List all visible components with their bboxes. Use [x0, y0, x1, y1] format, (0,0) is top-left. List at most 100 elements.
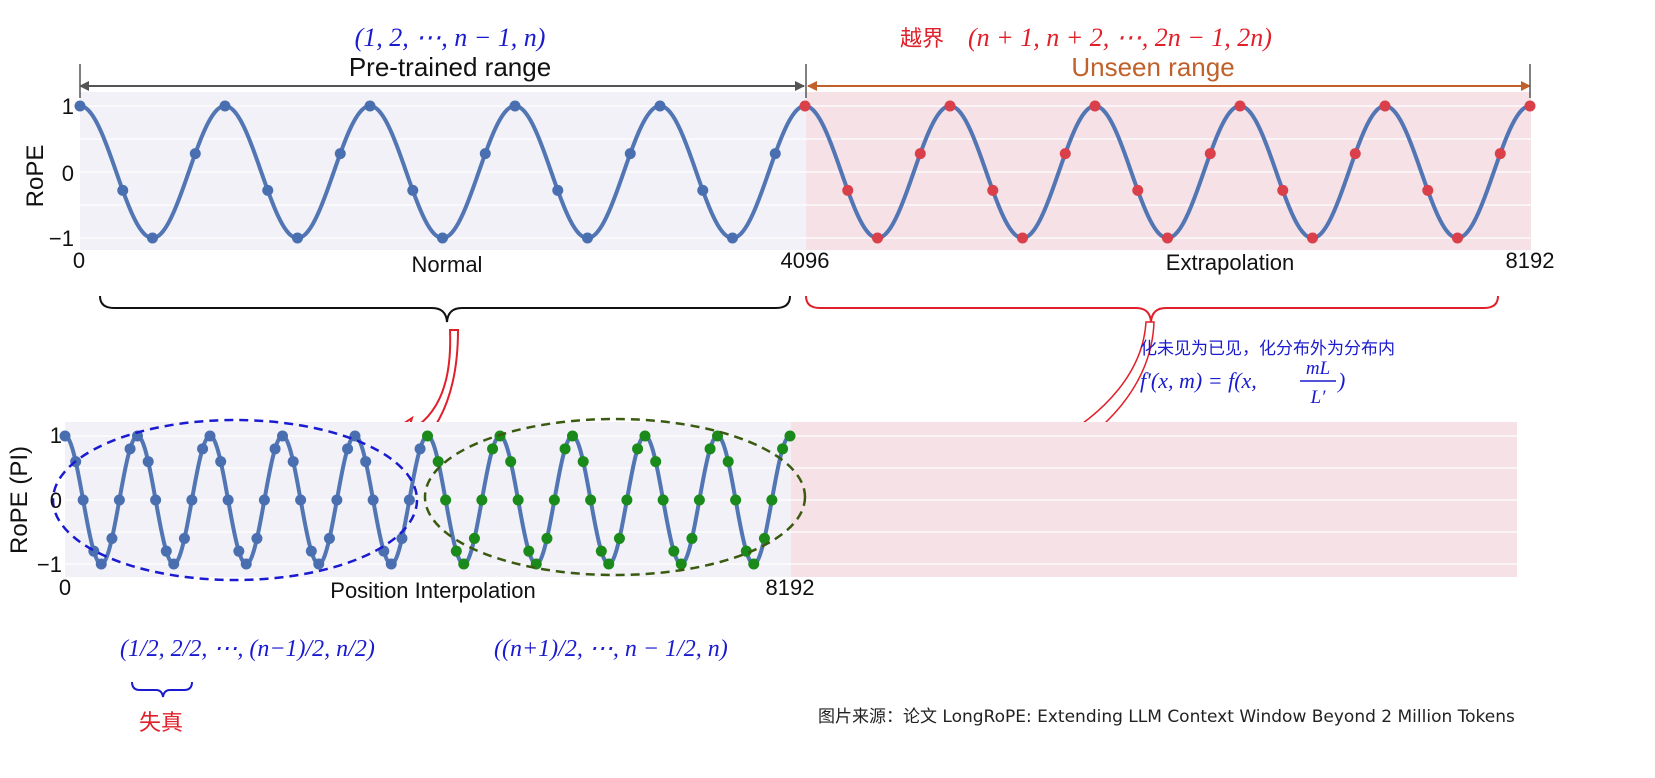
sample-point — [1422, 184, 1434, 196]
sample-point — [269, 443, 281, 455]
sample-point — [342, 443, 354, 455]
sample-point — [1162, 232, 1173, 244]
sample-point — [147, 232, 158, 244]
interpolation-formulas: (1/2, 2/2, ⋯, (n−1)/2, n/2) 失真 ((n+1)/2,… — [120, 636, 728, 736]
seq-formula: (1, 2, ⋯, n − 1, n) — [355, 23, 546, 52]
sample-point — [251, 532, 263, 544]
bottom-ytick-0: 0 — [50, 488, 62, 513]
normal-brace — [99, 295, 791, 323]
sample-point — [1524, 100, 1536, 112]
normal-label: Normal — [412, 252, 483, 277]
sample-point — [106, 532, 118, 544]
sample-point — [668, 545, 680, 557]
sample-point — [117, 184, 129, 196]
top-xtick-4096: 4096 — [781, 248, 830, 273]
pretrained-region — [80, 92, 806, 250]
mapping-formula-num: mL — [1306, 358, 1330, 379]
sample-point — [287, 456, 299, 468]
sample-point — [799, 100, 811, 112]
sample-point — [150, 494, 162, 506]
top-ytick-neg1: −1 — [49, 226, 74, 251]
sample-point — [603, 558, 615, 570]
sample-point — [914, 148, 926, 160]
sample-point — [675, 558, 687, 570]
sample-point — [769, 148, 781, 160]
sample-point — [740, 545, 752, 557]
sample-point — [367, 494, 379, 506]
sample-point — [479, 148, 491, 160]
bottom-xtick-8192: 8192 — [766, 575, 815, 600]
bottom-ytick-neg1: −1 — [37, 552, 62, 577]
sample-point — [113, 494, 125, 506]
pretrained-range-label: Pre-trained range — [349, 52, 551, 82]
sample-point — [567, 430, 578, 442]
unseen-formula: (n + 1, n + 2, ⋯, 2n − 1, 2n) — [968, 23, 1272, 52]
sample-point — [132, 430, 143, 442]
sample-point — [204, 430, 216, 442]
sample-point — [437, 232, 448, 244]
sample-point — [160, 545, 172, 557]
sample-point — [722, 456, 734, 468]
sample-point — [552, 184, 564, 196]
sample-point — [784, 430, 796, 442]
sample-point — [385, 558, 397, 570]
sample-point — [541, 532, 553, 544]
sample-point — [95, 558, 107, 570]
sample-point — [1017, 232, 1028, 244]
sample-point — [233, 545, 245, 557]
sample-point — [403, 494, 415, 506]
sample-point — [323, 532, 335, 544]
mapping-note: 化未见为已见，化分布外为分布内 — [1140, 339, 1395, 359]
sample-point — [1277, 184, 1289, 196]
sample-point — [450, 545, 462, 557]
sample-point — [595, 545, 607, 557]
sample-point — [758, 532, 770, 544]
sample-point — [197, 443, 209, 455]
extrapolation-label: Extrapolation — [1166, 250, 1294, 275]
sample-point — [458, 558, 470, 570]
sample-point — [142, 456, 154, 468]
bottom-chart: RoPE (PI) 1 0 −1 0 8192 Position Interpo… — [6, 417, 1517, 603]
top-xtick-8192: 8192 — [1506, 248, 1555, 273]
mapping-formula-lhs: f′(x, m) = f(x, — [1140, 368, 1257, 393]
original-positions-ellipse — [51, 418, 419, 582]
sample-point — [1494, 148, 1506, 160]
sample-point — [657, 494, 669, 506]
sample-point — [987, 184, 999, 196]
sample-point — [77, 494, 89, 506]
fractional-sequence: (1/2, 2/2, ⋯, (n−1)/2, n/2) — [120, 636, 375, 662]
bottom-ytick-1: 1 — [50, 423, 62, 448]
sample-point — [407, 184, 419, 196]
mapping-formula-end: ) — [1336, 368, 1345, 393]
sample-point — [509, 100, 521, 112]
sample-point — [693, 494, 705, 506]
sample-point — [872, 232, 883, 244]
sample-point — [577, 456, 589, 468]
sample-point — [686, 532, 698, 544]
sample-point — [639, 430, 651, 442]
half-step-sequence: ((n+1)/2, ⋯, n − 1/2, n) — [494, 636, 728, 662]
unseen-region — [806, 92, 1531, 250]
sample-point — [476, 494, 488, 506]
mapping-formula-den: L′ — [1310, 387, 1327, 408]
sample-point — [1132, 184, 1144, 196]
sample-point — [704, 443, 716, 455]
sample-point — [277, 430, 288, 442]
sample-point — [1204, 148, 1216, 160]
top-y-axis-label: RoPE — [22, 145, 49, 208]
sample-point — [219, 100, 231, 112]
sample-point — [222, 494, 234, 506]
sample-point — [215, 456, 227, 468]
sample-point — [178, 532, 190, 544]
sample-point — [727, 232, 738, 244]
sample-point — [487, 443, 499, 455]
sample-point — [440, 494, 452, 506]
unseen-range-label: Unseen range — [1071, 52, 1234, 82]
sample-point — [258, 494, 270, 506]
unseen-prefix-label: 越界 — [900, 27, 944, 52]
sample-point — [632, 443, 644, 455]
sample-point — [842, 184, 854, 196]
extrapolation-brace — [805, 295, 1499, 323]
sample-point — [168, 558, 180, 570]
